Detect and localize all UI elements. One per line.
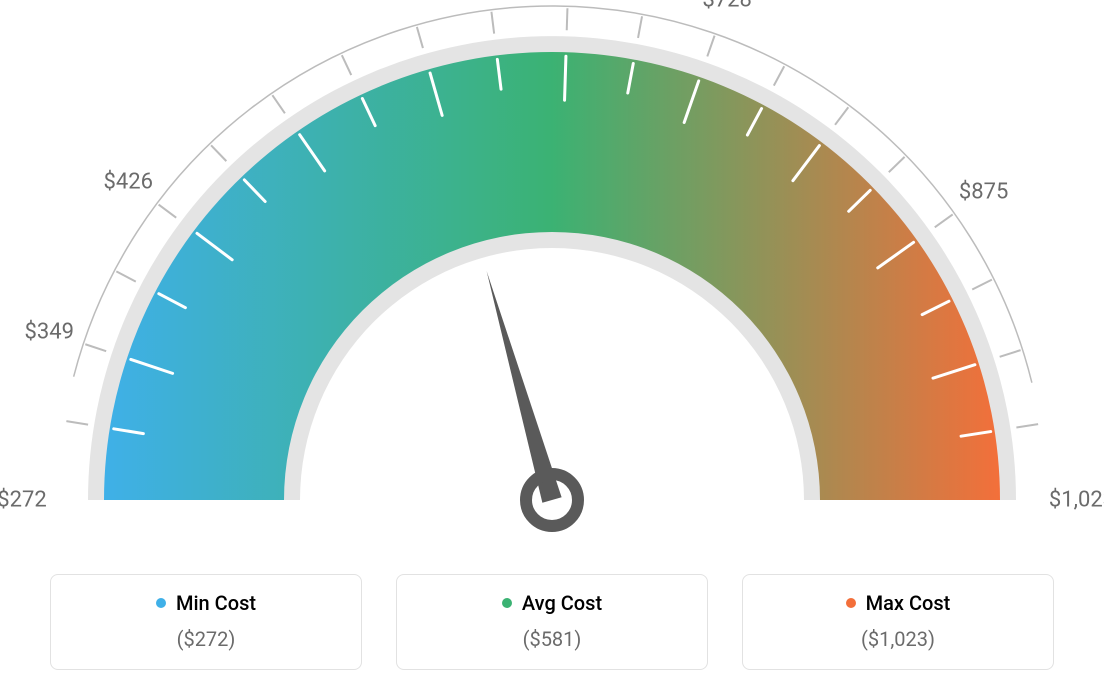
legend-avg-box: Avg Cost ($581) [396,574,708,670]
gauge-tick-label: $1,023 [1049,488,1104,513]
gauge-tick-label: $728 [702,0,751,12]
legend-row: Min Cost ($272) Avg Cost ($581) Max Cost… [0,574,1104,670]
legend-min-title: Min Cost [176,591,256,615]
legend-max-dot [846,598,856,608]
legend-max-title: Max Cost [866,591,951,615]
gauge-tick-label: $272 [0,488,47,513]
gauge-tick-label: $875 [959,180,1008,205]
legend-min-box: Min Cost ($272) [50,574,362,670]
legend-max-box: Max Cost ($1,023) [742,574,1054,670]
legend-max-value: ($1,023) [753,627,1043,651]
legend-avg-value: ($581) [407,627,697,651]
legend-avg-dot [502,598,512,608]
gauge-tick-label: $581 [382,0,431,3]
cost-gauge: $272 $349 $426 $581 $728 $875 $1,023 [0,0,1104,560]
gauge-svg [0,0,1104,560]
legend-min-dot [156,598,166,608]
legend-min-value: ($272) [61,627,351,651]
legend-avg-title: Avg Cost [522,591,602,615]
gauge-tick-label: $426 [103,169,152,194]
gauge-tick-label: $349 [25,320,74,345]
